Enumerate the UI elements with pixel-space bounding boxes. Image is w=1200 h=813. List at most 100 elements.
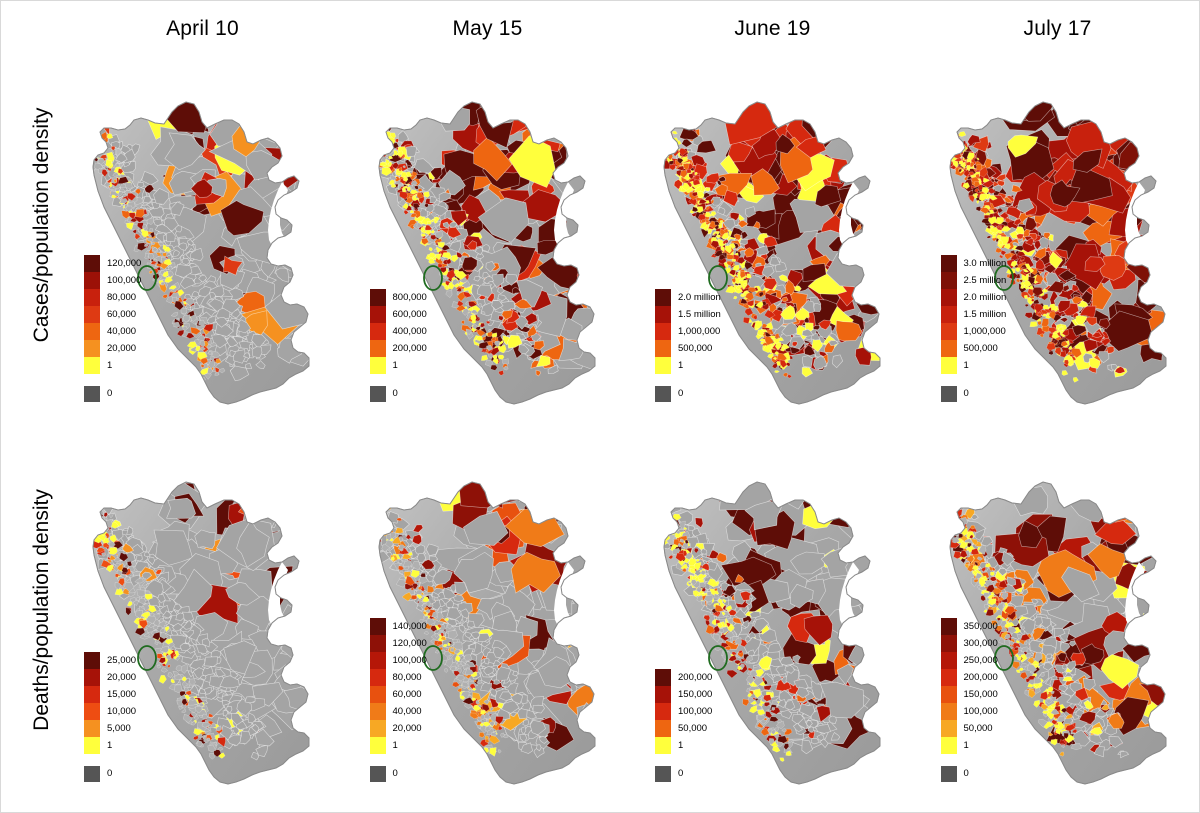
district-polygon[interactable] [162,270,169,278]
district-polygon[interactable] [410,569,420,578]
district-polygon[interactable] [378,153,382,158]
district-polygon[interactable] [431,568,453,585]
district-polygon[interactable] [756,245,770,256]
district-polygon[interactable] [370,510,385,526]
district-polygon[interactable] [801,739,813,755]
district-polygon[interactable] [401,592,412,602]
district-polygon[interactable] [398,575,406,581]
district-polygon[interactable] [416,192,424,199]
district-polygon[interactable] [143,551,151,558]
district-polygon[interactable] [472,136,512,182]
district-polygon[interactable] [108,513,114,519]
district-polygon[interactable] [436,242,445,248]
district-polygon[interactable] [159,632,168,640]
district-polygon[interactable] [688,173,694,180]
district-polygon[interactable] [713,250,723,257]
district-polygon[interactable] [138,598,146,605]
district-polygon[interactable] [147,237,154,243]
district-polygon[interactable] [947,524,956,531]
district-polygon[interactable] [1018,260,1023,265]
district-polygon[interactable] [181,708,187,713]
district-polygon[interactable] [778,274,789,283]
district-polygon[interactable] [391,162,399,170]
district-polygon[interactable] [949,512,957,521]
district-polygon[interactable] [745,654,754,663]
district-polygon[interactable] [201,638,211,648]
district-polygon[interactable] [142,195,152,204]
district-polygon[interactable] [198,733,203,739]
district-polygon[interactable] [427,258,435,265]
district-polygon[interactable] [665,142,677,154]
district-polygon[interactable] [790,583,814,609]
district-polygon[interactable] [147,556,155,566]
district-polygon[interactable] [1041,313,1047,317]
district-polygon[interactable] [659,522,668,529]
district-polygon[interactable] [410,587,414,591]
district-polygon[interactable] [461,681,469,688]
district-polygon[interactable] [472,704,481,712]
district-polygon[interactable] [119,183,127,189]
district-polygon[interactable] [194,715,199,721]
district-polygon[interactable] [172,670,180,677]
district-polygon[interactable] [677,157,684,164]
district-polygon[interactable] [487,353,493,359]
district-polygon[interactable] [200,364,205,368]
district-polygon[interactable] [172,622,184,632]
district-polygon[interactable] [978,193,988,202]
district-polygon[interactable] [1025,652,1032,659]
district-polygon[interactable] [439,266,446,273]
district-polygon[interactable] [958,159,964,166]
district-polygon[interactable] [1014,267,1020,273]
district-polygon[interactable] [714,221,720,226]
district-polygon[interactable] [470,309,478,315]
district-polygon[interactable] [121,542,135,553]
district-polygon[interactable] [987,187,996,194]
district-polygon[interactable] [520,726,526,735]
district-polygon[interactable] [387,155,393,160]
district-polygon[interactable] [153,188,170,205]
district-polygon[interactable] [835,320,863,342]
district-polygon[interactable] [801,367,814,378]
district-polygon[interactable] [655,142,665,152]
district-polygon[interactable] [370,147,380,156]
district-polygon[interactable] [164,625,170,633]
district-polygon[interactable] [731,651,738,656]
district-polygon[interactable] [460,661,466,666]
district-polygon[interactable] [1063,359,1069,366]
district-polygon[interactable] [675,552,686,562]
district-polygon[interactable] [125,205,133,212]
district-polygon[interactable] [694,576,700,582]
district-polygon[interactable] [397,565,404,571]
district-polygon[interactable] [784,665,795,674]
district-polygon[interactable] [112,196,124,207]
district-polygon[interactable] [749,690,754,696]
district-polygon[interactable] [198,319,206,327]
district-polygon[interactable] [525,709,537,720]
district-polygon[interactable] [422,191,430,198]
district-polygon[interactable] [998,240,1003,246]
district-polygon[interactable] [442,221,450,229]
district-polygon[interactable] [720,245,725,253]
district-polygon[interactable] [158,657,166,664]
district-polygon[interactable] [679,127,699,141]
district-polygon[interactable] [419,227,425,232]
district-polygon[interactable] [139,619,148,629]
district-polygon[interactable] [144,593,153,600]
district-polygon[interactable] [489,364,498,371]
district-polygon[interactable] [783,743,789,750]
district-polygon[interactable] [201,713,208,720]
district-polygon[interactable] [760,727,770,737]
district-polygon[interactable] [151,242,156,246]
district-polygon[interactable] [203,323,214,332]
district-polygon[interactable] [462,291,472,298]
district-polygon[interactable] [371,517,379,525]
district-polygon[interactable] [103,512,108,518]
district-polygon[interactable] [664,142,674,153]
district-polygon[interactable] [804,344,816,356]
district-polygon[interactable] [189,696,196,701]
district-polygon[interactable] [173,321,181,328]
district-polygon[interactable] [126,561,133,567]
district-polygon[interactable] [215,725,222,732]
district-polygon[interactable] [141,171,159,186]
district-polygon[interactable] [664,141,671,148]
